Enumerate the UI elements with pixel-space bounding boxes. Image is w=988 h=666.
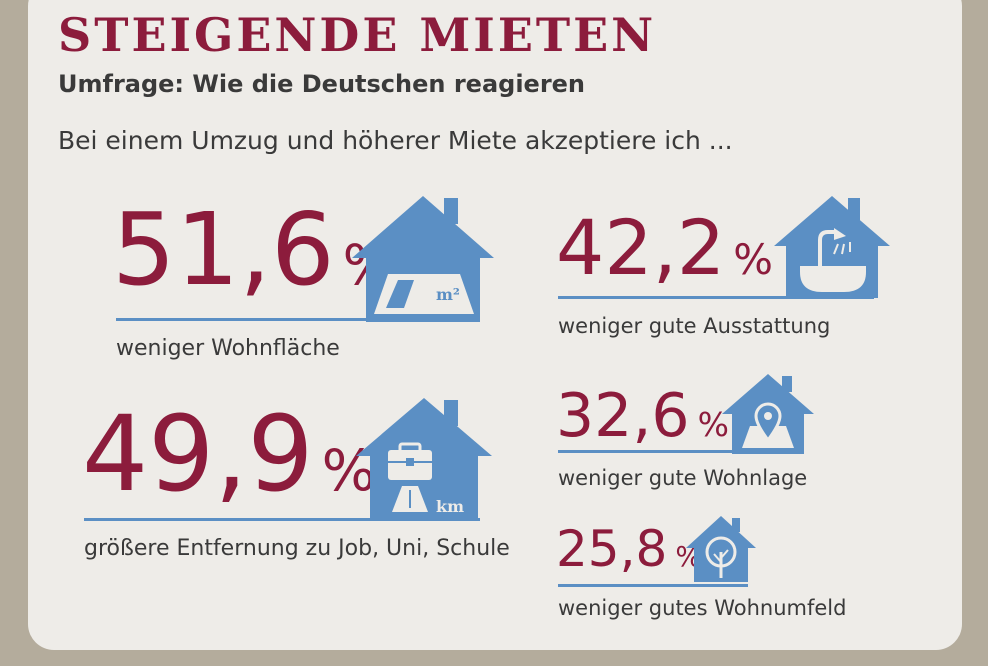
stat-number: 42,2 — [556, 203, 726, 292]
house-floor-area-icon: m² — [352, 196, 494, 322]
svg-text:m²: m² — [436, 285, 460, 304]
underline-rule — [558, 450, 804, 453]
underline-rule — [558, 584, 748, 587]
page-title: STEIGENDE MIETEN — [58, 8, 657, 62]
infographic-card — [28, 0, 962, 650]
stat-number: 51,6 — [112, 191, 335, 308]
stat-number: 25,8 — [556, 520, 668, 578]
underline-rule — [116, 318, 476, 321]
house-map-pin-icon — [722, 374, 814, 454]
stat-label: weniger gutes Wohnumfeld — [558, 596, 847, 620]
stat-label: weniger gute Ausstattung — [558, 314, 831, 338]
stat-value: 42,2% — [556, 210, 773, 286]
stat-number: 32,6 — [556, 381, 690, 451]
intro-text: Bei einem Umzug und höherer Miete akzept… — [58, 126, 733, 155]
stat-value: 51,6% — [112, 200, 395, 300]
stat-value: 25,8% — [556, 524, 701, 574]
stat-label: weniger gute Wohnlage — [558, 466, 808, 490]
stat-value: 32,6% — [556, 386, 729, 446]
stat-number: 49,9 — [82, 393, 314, 515]
percent-sign: % — [733, 235, 773, 284]
underline-rule — [84, 518, 480, 521]
stat-label: größere Entfernung zu Job, Uni, Schule — [84, 536, 510, 561]
stat-value: 49,9% — [82, 402, 376, 506]
underline-rule — [558, 296, 874, 299]
house-bathtub-icon — [774, 196, 890, 298]
svg-text:km: km — [436, 497, 464, 516]
house-tree-icon — [686, 516, 756, 582]
page-subtitle: Umfrage: Wie die Deutschen reagieren — [58, 70, 586, 98]
house-briefcase-road-icon: km — [356, 398, 492, 520]
stat-label: weniger Wohnfläche — [116, 336, 340, 361]
